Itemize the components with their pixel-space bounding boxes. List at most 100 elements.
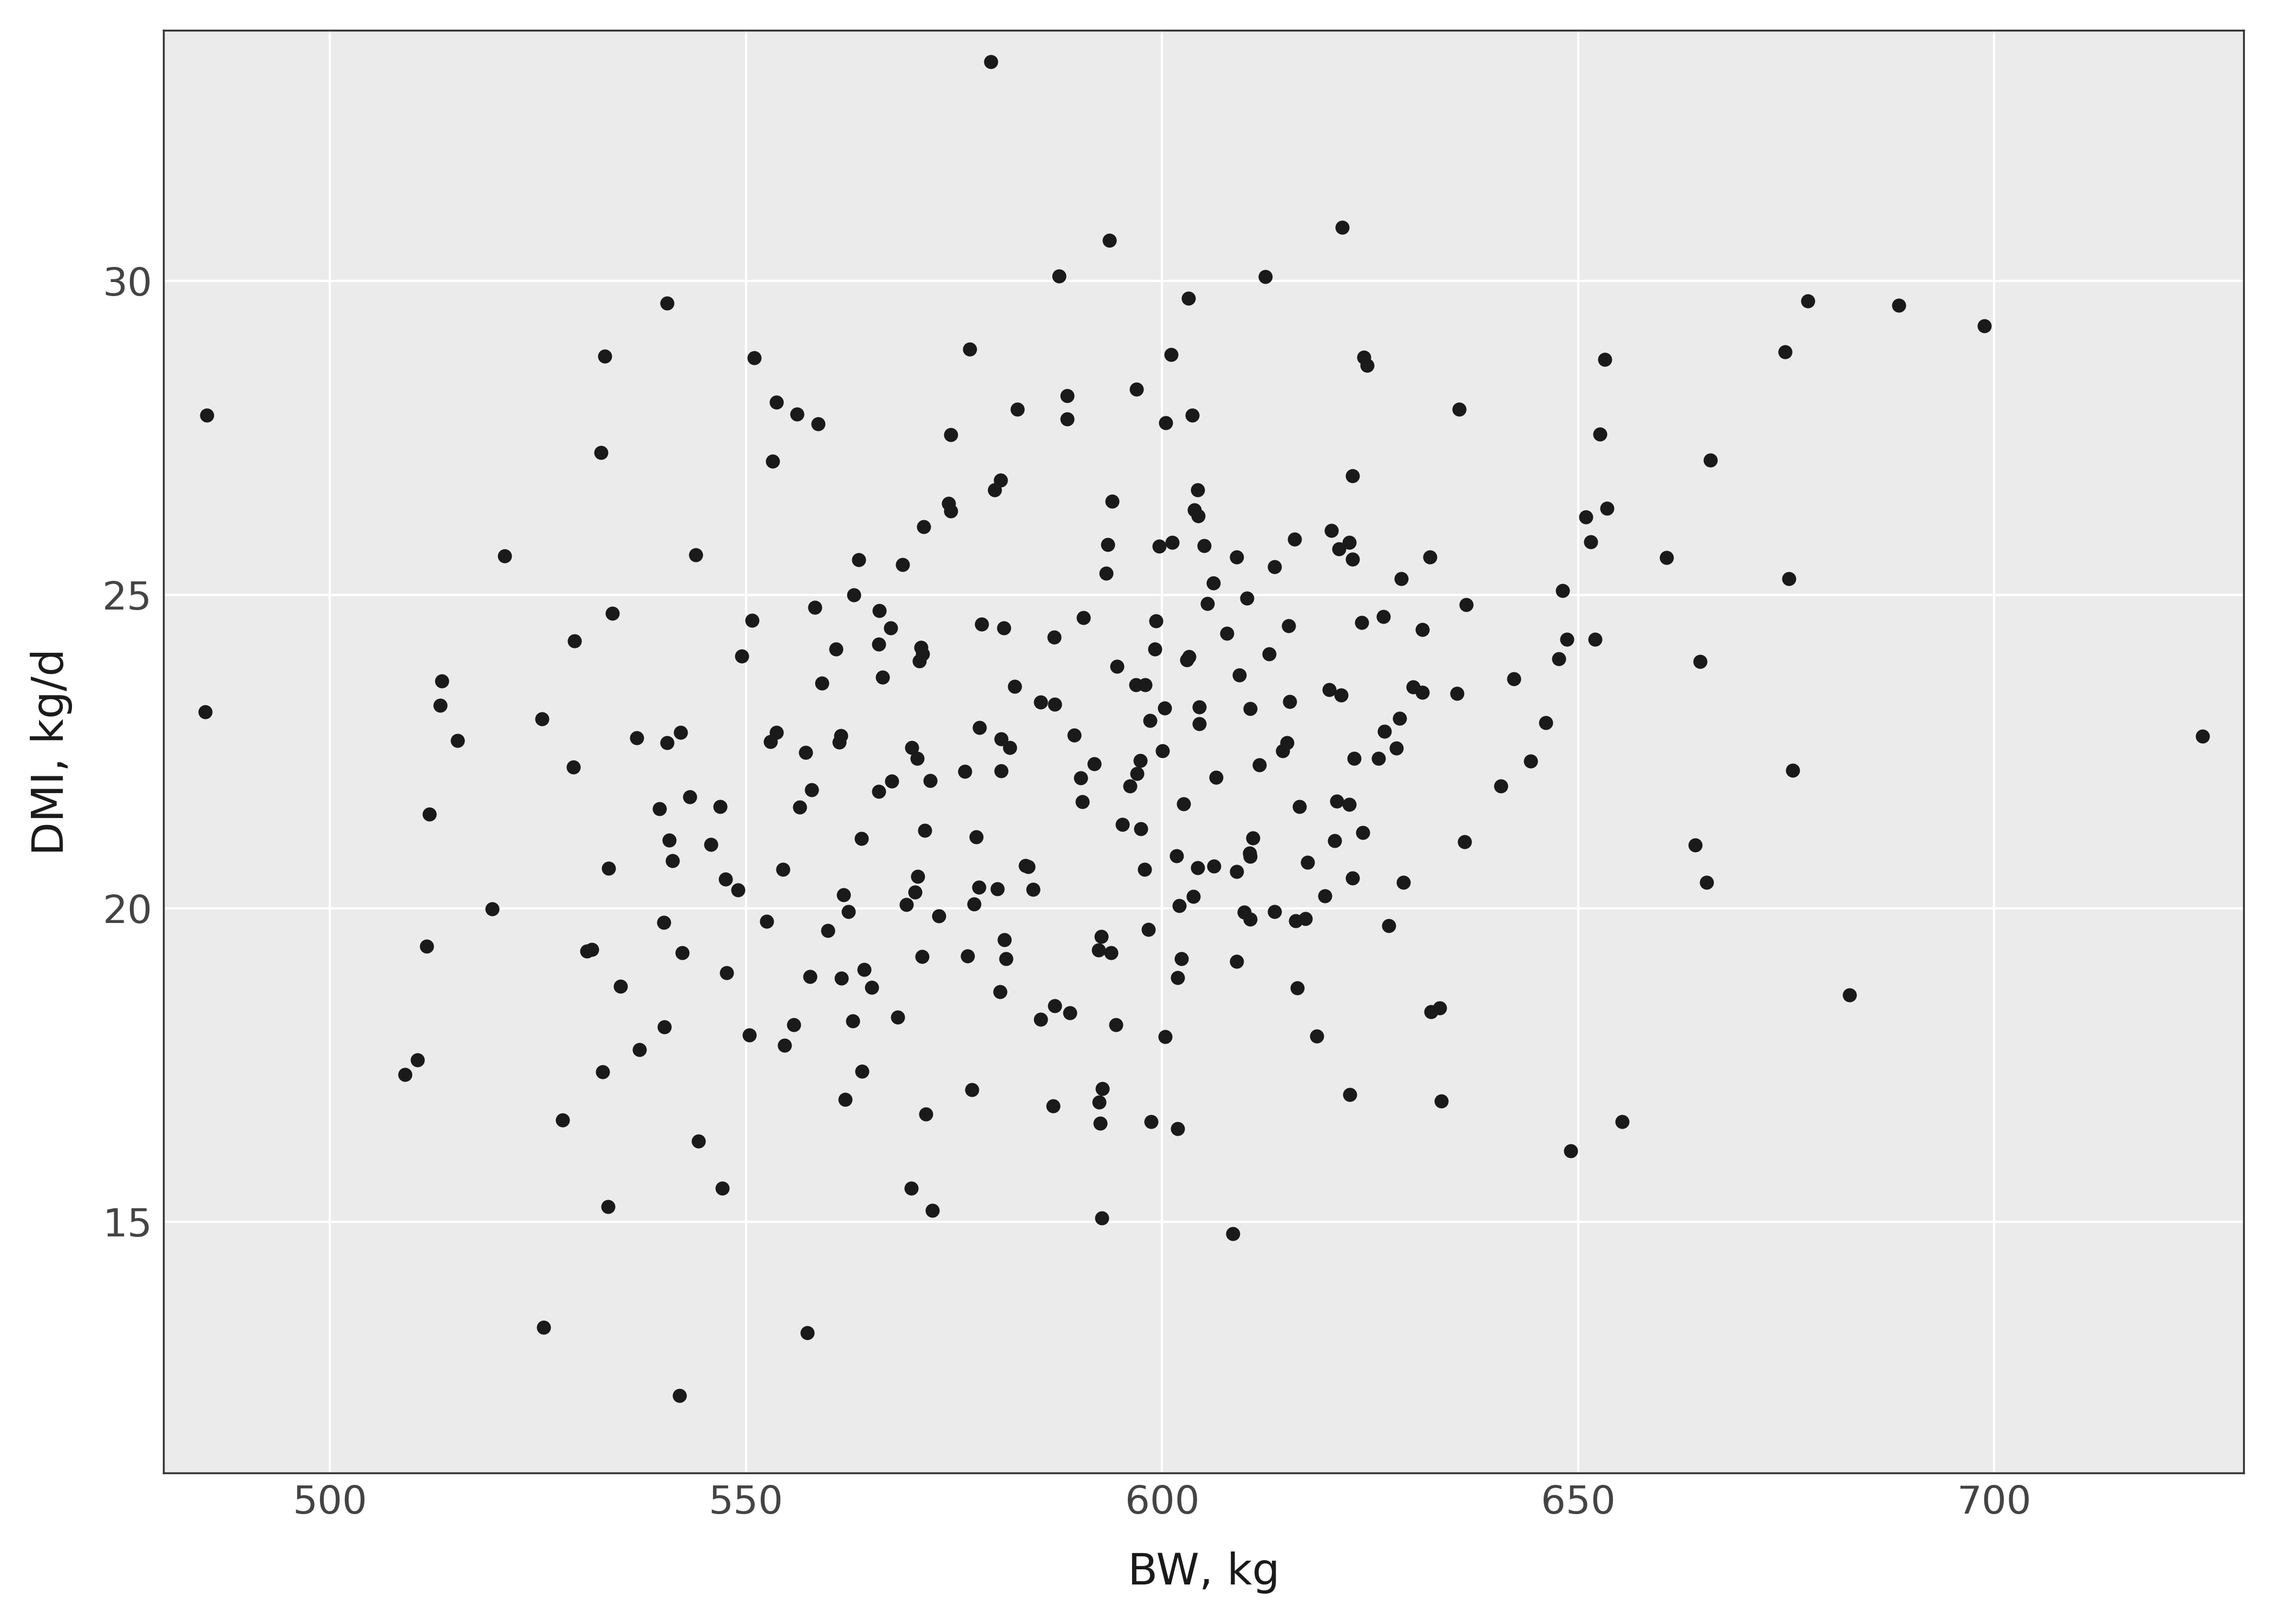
Point (1198, 765, 1235, 791)
Point (1014, 877, 1051, 903)
Point (1105, 812, 1142, 838)
Point (1092, 227, 1128, 253)
Point (1130, 916, 1167, 942)
Point (1317, 828, 1353, 854)
Point (664, 940, 700, 966)
Point (1255, 554, 1292, 580)
Point (1271, 689, 1308, 715)
Point (760, 719, 796, 745)
Point (1449, 591, 1485, 617)
Point (1421, 996, 1458, 1021)
Point (594, 601, 630, 627)
Point (1330, 529, 1367, 555)
Point (1483, 773, 1519, 799)
Point (1132, 708, 1169, 734)
Point (794, 776, 830, 802)
Point (1424, 1088, 1460, 1114)
Point (921, 903, 957, 929)
Point (1214, 1221, 1251, 1247)
Point (1439, 680, 1476, 706)
Point (1298, 1023, 1335, 1049)
Point (709, 960, 746, 986)
Point (896, 879, 932, 905)
Point (930, 490, 966, 516)
Point (591, 856, 628, 882)
Point (905, 641, 941, 667)
Point (400, 1047, 437, 1073)
Point (655, 848, 691, 874)
Point (1196, 853, 1233, 879)
Point (1690, 869, 1726, 895)
Point (1219, 544, 1255, 570)
Point (2183, 723, 2219, 749)
Point (1364, 604, 1401, 630)
Point (1323, 214, 1360, 240)
Point (789, 1320, 825, 1346)
Point (1528, 710, 1565, 736)
Point (1771, 565, 1808, 591)
Point (1180, 693, 1217, 719)
Point (1567, 503, 1603, 529)
Point (825, 882, 862, 908)
Point (1269, 729, 1305, 755)
Point (1171, 286, 1207, 312)
Point (705, 1176, 741, 1202)
Point (844, 825, 880, 851)
Point (1251, 641, 1287, 667)
Point (782, 794, 819, 820)
Point (948, 944, 985, 970)
Point (1378, 736, 1414, 762)
Point (1228, 585, 1264, 611)
Point (980, 875, 1016, 901)
Point (1278, 908, 1314, 934)
Point (1142, 533, 1178, 559)
Point (1767, 339, 1803, 365)
Point (775, 1012, 812, 1038)
Point (1087, 560, 1123, 586)
Point (1233, 840, 1269, 866)
Point (1346, 344, 1383, 370)
Point (1405, 617, 1442, 643)
Point (907, 1101, 944, 1127)
Point (1348, 352, 1385, 378)
Point (412, 801, 448, 827)
Point (1189, 591, 1226, 617)
Point (1412, 544, 1449, 570)
Point (1692, 447, 1728, 473)
Point (387, 1062, 423, 1088)
Point (991, 734, 1028, 760)
Point (853, 974, 889, 1000)
Point (1242, 752, 1278, 778)
Point (821, 729, 857, 755)
Point (1048, 406, 1085, 432)
Point (755, 448, 791, 474)
Point (748, 908, 785, 934)
Point (1580, 421, 1617, 447)
Point (912, 768, 948, 794)
Point (1319, 788, 1355, 814)
Point (1219, 948, 1255, 974)
Point (787, 739, 823, 765)
Point (791, 963, 828, 989)
Point (662, 719, 698, 745)
Point (996, 674, 1032, 700)
Point (828, 1086, 864, 1112)
Point (1082, 1205, 1119, 1231)
Point (1037, 692, 1073, 718)
Point (835, 581, 871, 607)
Point (1967, 313, 2003, 339)
Point (903, 635, 939, 661)
Point (1271, 612, 1308, 638)
Point (1153, 341, 1189, 367)
Point (982, 726, 1019, 752)
Point (1055, 723, 1092, 749)
Point (1098, 653, 1135, 679)
Point (873, 615, 910, 641)
Point (764, 856, 800, 882)
Point (543, 1108, 580, 1134)
Point (1119, 760, 1155, 786)
Point (955, 892, 991, 918)
Point (1023, 1007, 1060, 1033)
Point (1180, 854, 1217, 880)
Point (1280, 794, 1317, 820)
